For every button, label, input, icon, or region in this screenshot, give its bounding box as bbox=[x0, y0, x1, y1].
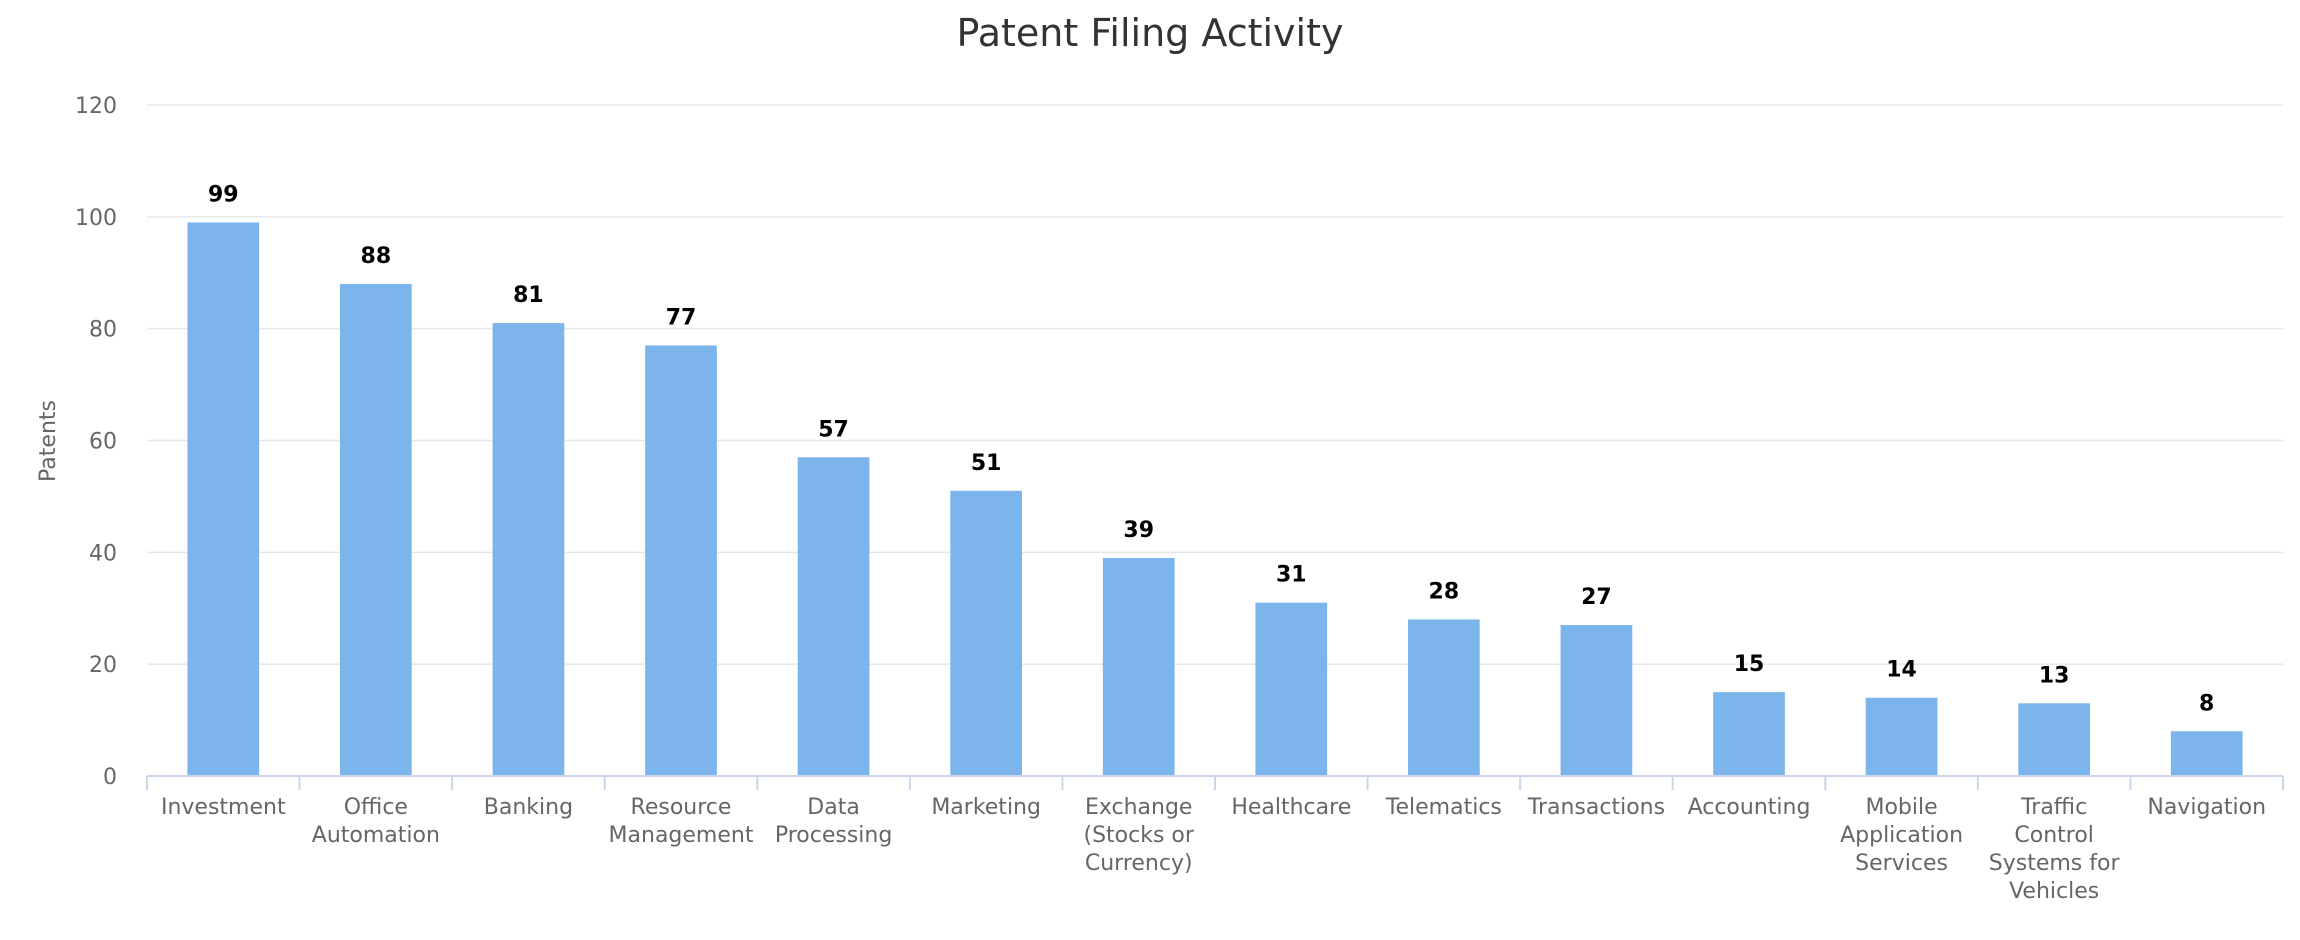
y-axis-ticks: 0 20 40 60 80 100 120 bbox=[75, 94, 117, 790]
x-axis-ticks: Investment Office Automation Banking Resourc… bbox=[146, 776, 2284, 904]
x-tick-label: Investment bbox=[161, 795, 286, 820]
bar bbox=[187, 222, 260, 777]
x-tick-label: Office Automation bbox=[312, 795, 440, 848]
x-tick-label: Mobile Application Services bbox=[1840, 795, 1963, 876]
bar bbox=[1255, 602, 1328, 776]
bar bbox=[1408, 619, 1480, 776]
x-tick-label: Marketing bbox=[931, 795, 1041, 820]
data-label: 15 bbox=[1734, 652, 1765, 677]
x-tick-label: Accounting bbox=[1688, 795, 1811, 820]
data-label: 28 bbox=[1429, 579, 1460, 604]
x-tick-label: Navigation bbox=[2147, 795, 2266, 820]
bar bbox=[492, 323, 565, 776]
y-tick-label: 80 bbox=[89, 318, 117, 343]
x-tick-label: Telematics bbox=[1385, 795, 1502, 820]
data-label: 39 bbox=[1123, 518, 1154, 543]
bar bbox=[797, 457, 870, 776]
y-tick-label: 60 bbox=[89, 430, 117, 455]
data-label: 88 bbox=[361, 244, 392, 269]
y-tick-label: 40 bbox=[89, 541, 117, 566]
bar bbox=[1865, 697, 1938, 776]
y-axis-label: Patents bbox=[36, 400, 61, 482]
data-labels: 99 88 81 77 57 51 39 31 28 27 15 14 13 8 bbox=[208, 182, 2214, 716]
x-tick-label: Data Processing bbox=[775, 795, 892, 848]
x-tick-label: Exchange (Stocks or Currency) bbox=[1083, 795, 1194, 876]
data-label: 57 bbox=[818, 417, 849, 442]
y-tick-label: 20 bbox=[89, 653, 117, 678]
x-tick-label: Resource Management bbox=[609, 795, 754, 848]
x-tick-label: Healthcare bbox=[1231, 795, 1351, 820]
bar bbox=[950, 490, 1022, 776]
chart-title: Patent Filing Activity bbox=[957, 11, 1344, 55]
data-label: 81 bbox=[513, 283, 544, 308]
y-tick-label: 0 bbox=[103, 765, 117, 790]
data-label: 77 bbox=[666, 305, 697, 330]
bar bbox=[2018, 703, 2090, 776]
bar bbox=[1713, 692, 1785, 776]
data-label: 51 bbox=[971, 451, 1002, 476]
bars bbox=[187, 222, 2243, 777]
data-label: 14 bbox=[1886, 658, 1917, 683]
x-tick-label: Transactions bbox=[1527, 795, 1665, 820]
data-label: 13 bbox=[2039, 663, 2070, 688]
bar bbox=[340, 283, 412, 776]
gridlines bbox=[147, 104, 2283, 665]
bar bbox=[2170, 731, 2243, 776]
x-tick-label: Traffic Control Systems for Vehicles bbox=[1989, 795, 2121, 904]
data-label: 27 bbox=[1581, 585, 1612, 610]
bar bbox=[645, 345, 717, 776]
data-label: 31 bbox=[1276, 563, 1307, 588]
data-label: 8 bbox=[2199, 691, 2214, 716]
data-label: 99 bbox=[208, 182, 239, 207]
bar bbox=[1102, 557, 1175, 776]
y-tick-label: 100 bbox=[75, 206, 117, 231]
x-tick-label: Banking bbox=[484, 795, 573, 820]
bar bbox=[1560, 625, 1633, 776]
y-tick-label: 120 bbox=[75, 94, 117, 119]
